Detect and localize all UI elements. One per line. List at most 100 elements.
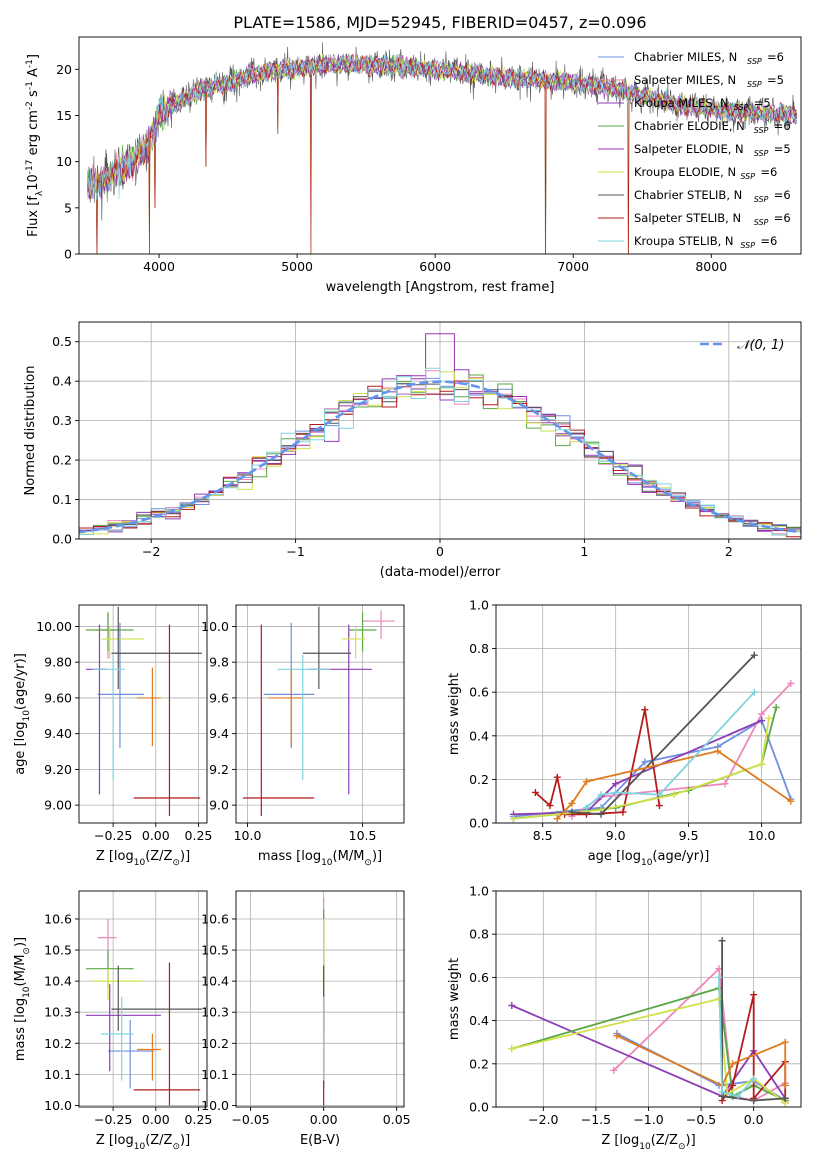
- weight-marker: [553, 773, 561, 781]
- weight-marker: [612, 780, 620, 788]
- y-tick-label: 9.60: [44, 690, 72, 705]
- label-part: 10: [134, 858, 146, 868]
- label-part: -1: [25, 59, 35, 68]
- x-tick-label: 0.00: [310, 1112, 338, 1127]
- weight-marker: [718, 937, 726, 945]
- label-part: age [log: [588, 849, 641, 864]
- gaussian-legend-label: 𝒩(0, 1): [737, 338, 784, 353]
- weight-line: [721, 994, 787, 1103]
- legend-subscript: SSP: [740, 241, 755, 250]
- label-part: 10: [26, 174, 41, 191]
- label-part: A: [26, 68, 41, 81]
- label-part: 10: [641, 858, 653, 868]
- weight_vs_age-plot-area: [510, 651, 795, 823]
- y-tick-label: 0.0: [469, 1100, 489, 1115]
- weight-marker: [610, 1066, 618, 1074]
- y-tick-label: 10.0: [44, 1098, 72, 1113]
- weight-marker: [750, 991, 758, 999]
- label-part: erg cm: [26, 110, 41, 159]
- x-axis-label: mass [log10(M/M⊙)]: [258, 849, 382, 868]
- y-tick-label: 20: [56, 62, 72, 77]
- x-tick-label: 0.00: [142, 828, 170, 843]
- weight_vs_age-axes: 8.5 9.0 9.5 10.0 0.0 0.2 0.4 0.6 0.8 1.0 age [log1…: [447, 598, 802, 868]
- legend-subscript: SSP: [754, 126, 769, 135]
- weight-marker: [510, 815, 518, 823]
- x-tick-label: 0: [436, 544, 444, 559]
- y-tick-label: 9.20: [44, 762, 72, 777]
- legend-label: Salpeter STELIB, N: [634, 211, 741, 225]
- age_vs_Z-axes: −0.25 0.00 0.25 9.00 9.20 9.40 9.60 9.80 10.00 Z …: [13, 604, 213, 868]
- mass_vs_Z-plot-area: [85, 918, 202, 1106]
- y-tick-label: 0.1: [52, 492, 72, 507]
- figure-title: PLATE=1586, MJD=52945, FIBERID=0457, z=0…: [233, 13, 646, 32]
- label-part: (Z/Z: [651, 1133, 678, 1148]
- x-tick-label: −2.0: [528, 1112, 558, 1127]
- x-axis-label: Z [log10(Z/Z⊙)]: [96, 849, 190, 868]
- weight-line: [511, 1004, 786, 1099]
- label-part: ⊙: [678, 1142, 686, 1152]
- label-part: (age/yr)]: [13, 653, 28, 710]
- label-part: -1: [25, 81, 35, 90]
- y-tick-label: 9.2: [209, 762, 229, 777]
- x-axis-label: wavelength [Angstrom, rest frame]: [326, 280, 555, 295]
- x-tick-label: 0.25: [185, 828, 213, 843]
- weight-marker: [787, 679, 795, 687]
- legend-label: Chabrier ELODIE, N: [634, 119, 745, 133]
- legend-label: Salpeter ELODIE, N: [634, 142, 744, 156]
- x-tick-label: 0.00: [142, 1112, 170, 1127]
- weight-marker: [619, 808, 627, 816]
- legend-label: Kroupa ELODIE, N: [634, 165, 736, 179]
- spectrum-axes: 4000 5000 6000 7000 8000 0 5 10 15 20 wavelength […: [25, 36, 802, 295]
- y-tick-label: 0.2: [52, 453, 72, 468]
- y-tick-label: 0.8: [469, 927, 489, 942]
- label-part: (Z/Z: [145, 1133, 172, 1148]
- y-tick-label: 9.80: [44, 655, 72, 670]
- y-tick-label: 10.2: [44, 1036, 72, 1051]
- y-tick-label: 1.0: [469, 598, 489, 613]
- axes-frame: [235, 890, 405, 1108]
- weight-marker: [641, 706, 649, 714]
- y-tick-label: 10.00: [36, 619, 72, 634]
- legend-value: =6: [760, 234, 777, 248]
- weight-marker: [758, 717, 766, 725]
- weight_vs_Z-plot-area: [508, 937, 789, 1107]
- legend-label: Chabrier STELIB, N: [634, 188, 742, 202]
- x-tick-label: 10.0: [748, 828, 776, 843]
- x-tick-label: −1.5: [581, 1112, 611, 1127]
- label-part: (Z/Z: [145, 849, 172, 864]
- weight-marker: [758, 710, 766, 718]
- y-tick-label: 0.5: [52, 334, 72, 349]
- label-part: s: [26, 90, 41, 101]
- age_vs_mass-axes: 10.0 10.5 9.0 9.2 9.4 9.6 9.8 10.0 mass [log10(M…: [201, 604, 405, 868]
- x-tick-label: 0.25: [185, 1112, 213, 1127]
- weight-marker: [781, 1038, 789, 1046]
- x-tick-label: 8000: [695, 259, 727, 274]
- y-tick-label: 10.2: [201, 1036, 229, 1051]
- x-tick-label: −0.5: [686, 1112, 716, 1127]
- legend-value: =6: [774, 188, 791, 202]
- y-tick-label: 5: [64, 200, 72, 215]
- x-tick-label: −0.25: [94, 1112, 132, 1127]
- label-part: Flux [f: [26, 196, 41, 237]
- x-tick-label: 6000: [419, 259, 451, 274]
- weight-marker: [772, 703, 780, 711]
- y-tick-label: 9.0: [209, 798, 229, 813]
- legend-label: Salpeter MILES, N: [634, 73, 736, 87]
- y-tick-label: 10.3: [44, 1005, 72, 1020]
- x-tick-label: 1: [580, 544, 588, 559]
- legend-subscript: SSP: [740, 172, 755, 181]
- weight-marker: [734, 1092, 742, 1100]
- legend-subscript: SSP: [754, 218, 769, 227]
- x-tick-label: −0.05: [231, 1112, 269, 1127]
- spectrum-line: [87, 53, 797, 254]
- gaussian-curve: [79, 380, 801, 534]
- weight-marker: [714, 747, 722, 755]
- weight_vs_Z-axes: −2.0 −1.5 −1.0 −0.5 0.0 0.0 0.2 0.4 0.6 0.8 1.0 Z […: [447, 884, 802, 1152]
- x-tick-label: −1: [286, 544, 304, 559]
- legend-subscript: SSP: [734, 103, 749, 112]
- label-part: age [log: [13, 722, 28, 775]
- y-tick-label: 9.8: [209, 655, 229, 670]
- mass_vs_EBV-axes: −0.05 0.00 0.05 10.0 10.1 10.2 10.3 10.4 10.5 10.…: [201, 890, 411, 1148]
